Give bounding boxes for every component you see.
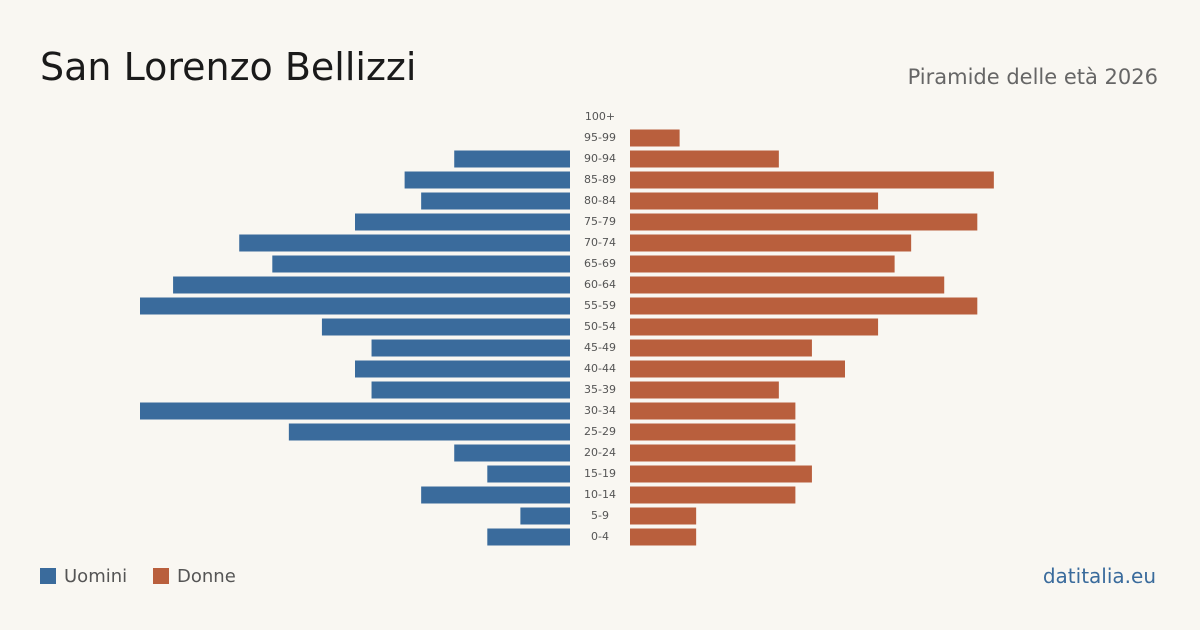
bar — [630, 444, 796, 462]
category-label: 70-74 — [584, 236, 616, 249]
bar — [520, 507, 570, 525]
category-label: 95-99 — [584, 131, 616, 144]
bar — [630, 276, 945, 294]
legend-swatch — [153, 568, 169, 584]
category-label: 55-59 — [584, 299, 616, 312]
category-label: 100+ — [585, 110, 615, 123]
bar — [630, 465, 812, 483]
bar — [630, 507, 697, 525]
bar — [630, 486, 796, 504]
bar — [421, 486, 570, 504]
category-label: 10-14 — [584, 488, 616, 501]
source: datitalia.eu — [1043, 564, 1156, 588]
bar — [140, 402, 570, 420]
bar — [454, 444, 570, 462]
category-label: 25-29 — [584, 425, 616, 438]
bar — [630, 528, 697, 546]
legend-label: Donne — [177, 566, 236, 587]
bar — [630, 129, 680, 147]
bar — [239, 234, 570, 252]
chart-title: San Lorenzo Bellizzi — [40, 45, 416, 89]
category-label: 0-4 — [591, 530, 609, 543]
bar — [487, 465, 570, 483]
bar — [288, 423, 570, 441]
bar — [630, 150, 779, 168]
category-label: 15-19 — [584, 467, 616, 480]
bar — [371, 381, 570, 399]
bar — [371, 339, 570, 357]
bar — [630, 234, 912, 252]
category-label: 90-94 — [584, 152, 616, 165]
category-label: 85-89 — [584, 173, 616, 186]
category-label: 30-34 — [584, 404, 616, 417]
category-label: 75-79 — [584, 215, 616, 228]
bar — [630, 171, 994, 189]
category-label: 50-54 — [584, 320, 616, 333]
bar — [487, 528, 570, 546]
bar — [140, 297, 570, 315]
bar — [630, 381, 779, 399]
bar — [630, 360, 845, 378]
bar — [272, 255, 570, 273]
legend-label: Uomini — [64, 566, 127, 587]
bar — [355, 360, 570, 378]
category-label: 40-44 — [584, 362, 616, 375]
category-label: 20-24 — [584, 446, 616, 459]
bar — [355, 213, 570, 231]
category-label: 60-64 — [584, 278, 616, 291]
category-label: 65-69 — [584, 257, 616, 270]
chart-subtitle: Piramide delle età 2026 — [908, 65, 1158, 89]
category-label: 5-9 — [591, 509, 609, 522]
bar — [454, 150, 570, 168]
legend-swatch — [40, 568, 56, 584]
bar — [630, 255, 895, 273]
bar — [630, 192, 879, 210]
category-label: 80-84 — [584, 194, 616, 207]
bar — [630, 402, 796, 420]
bar — [404, 171, 570, 189]
bar — [321, 318, 570, 336]
bar — [173, 276, 571, 294]
category-label: 35-39 — [584, 383, 616, 396]
bar — [630, 297, 978, 315]
bar — [421, 192, 570, 210]
bar — [630, 213, 978, 231]
bar — [630, 339, 812, 357]
category-label: 45-49 — [584, 341, 616, 354]
bar — [630, 318, 879, 336]
bar — [630, 423, 796, 441]
